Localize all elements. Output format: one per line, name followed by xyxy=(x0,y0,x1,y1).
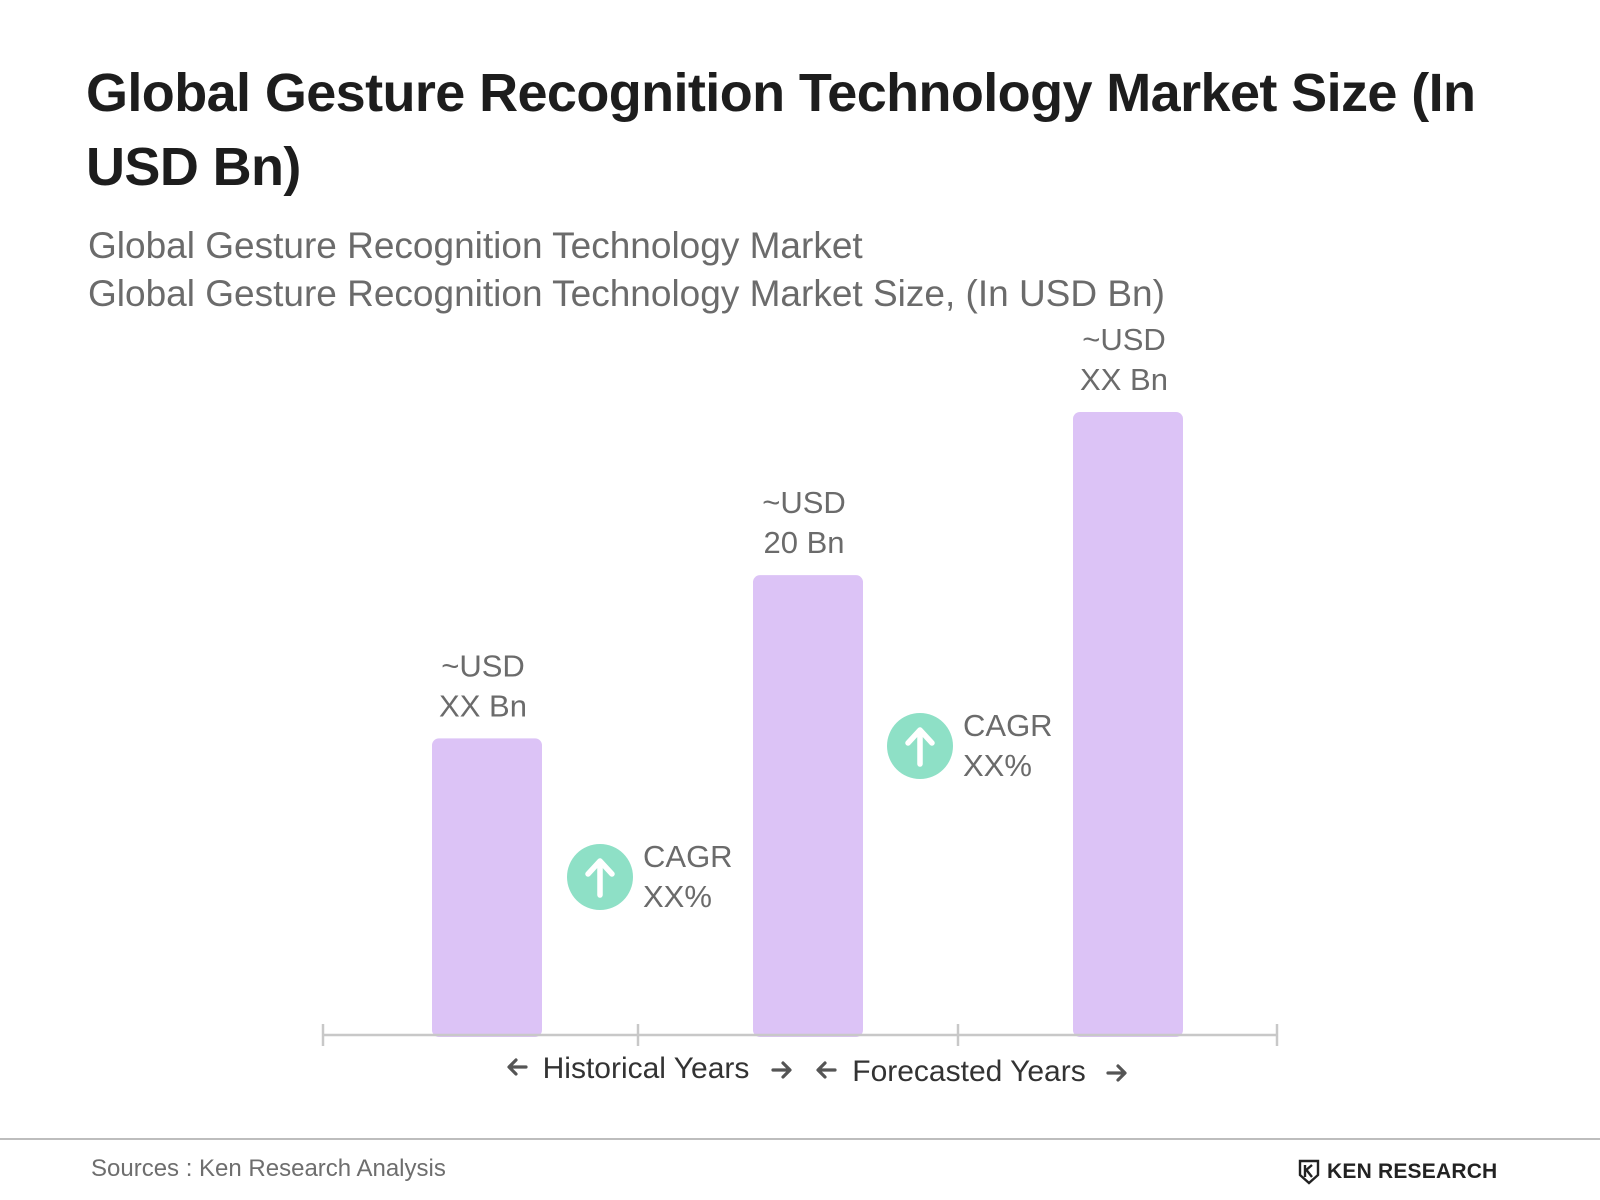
bar-3 xyxy=(1073,412,1183,1037)
chart-subtitle-line1: Global Gesture Recognition Technology Ma… xyxy=(88,225,863,266)
bar-1 xyxy=(432,738,542,1037)
brand-logo-text: KEN RESEARCH xyxy=(1327,1160,1498,1183)
bar-label-3-line2: XX Bn xyxy=(1080,362,1168,397)
chart-subtitle-line2: Global Gesture Recognition Technology Ma… xyxy=(88,273,1165,314)
period-label-1: Historical Years xyxy=(543,1052,750,1085)
arrow-up-icon xyxy=(905,727,935,767)
cagr-value-2: XX% xyxy=(963,748,1032,783)
bar-label-3-line1: ~USD xyxy=(1082,322,1166,357)
cagr-label-1: CAGR xyxy=(643,839,733,874)
cagr-badge-1 xyxy=(567,844,633,910)
arrow-up-icon xyxy=(585,858,615,898)
ken-research-k-icon xyxy=(1298,1159,1320,1185)
bar-label-2-line2: 20 Bn xyxy=(763,525,844,560)
cagr-label-2: CAGR xyxy=(963,708,1053,743)
cagr-badge-2 xyxy=(887,713,953,779)
chart-title: Global Gesture Recognition Technology Ma… xyxy=(86,63,1476,197)
arrow-left-icon xyxy=(816,1061,837,1079)
arrow-right-icon xyxy=(1106,1064,1127,1082)
arrow-left-icon xyxy=(507,1058,528,1076)
bar-2 xyxy=(753,575,863,1037)
brand-logo: KEN RESEARCH xyxy=(1297,1159,1497,1185)
arrow-right-icon xyxy=(771,1061,792,1079)
bar-label-2-line1: ~USD xyxy=(762,485,846,520)
bar-label-1-line2: XX Bn xyxy=(439,688,527,723)
footer-divider xyxy=(0,1138,1600,1140)
source-note: Sources : Ken Research Analysis xyxy=(91,1155,446,1182)
period-label-2: Forecasted Years xyxy=(852,1055,1085,1088)
bar-label-1-line1: ~USD xyxy=(441,648,525,683)
cagr-value-1: XX% xyxy=(643,879,712,914)
